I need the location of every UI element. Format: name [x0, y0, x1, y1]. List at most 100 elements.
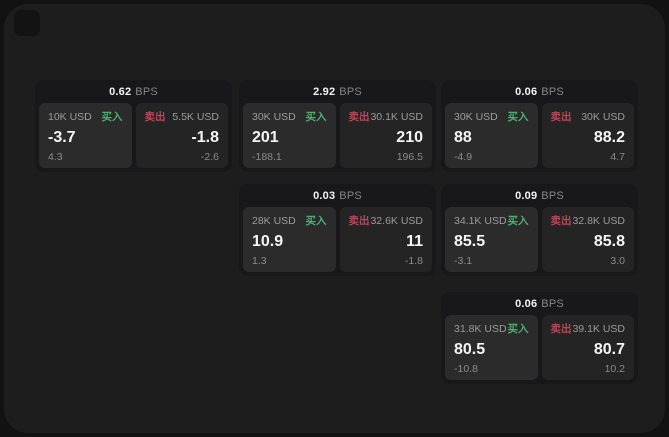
bps-suffix-label: BPS [541, 297, 564, 310]
sell-amount: 30.1K USD [370, 111, 423, 123]
card-header: 0.06 BPS [441, 80, 638, 103]
buy-side-label: 买入 [101, 111, 123, 123]
bps-value: 0.62 [109, 85, 132, 98]
card-body: 34.1K USD 买入 85.5 -3.1 卖出 32.8K USD 85.8… [441, 207, 638, 276]
buy-side-label: 买入 [305, 111, 327, 123]
buy-side-label: 买入 [305, 215, 327, 227]
card-header: 0.09 BPS [441, 184, 638, 207]
sell-pane-top: 卖出 30K USD [551, 109, 626, 124]
buy-amount: 31.8K USD [454, 323, 507, 335]
quote-card[interactable]: 0.09 BPS 34.1K USD 买入 85.5 -3.1 卖出 32.8K… [441, 184, 638, 276]
sell-pane-top: 卖出 30.1K USD [349, 109, 424, 124]
card-body: 28K USD 买入 10.9 1.3 卖出 32.6K USD 11 -1.8 [239, 207, 436, 276]
bps-value: 0.06 [515, 297, 538, 310]
card-header: 0.03 BPS [239, 184, 436, 207]
buy-pane[interactable]: 28K USD 买入 10.9 1.3 [243, 207, 336, 272]
sell-amount: 39.1K USD [572, 323, 625, 335]
card-body: 31.8K USD 买入 80.5 -10.8 卖出 39.1K USD 80.… [441, 315, 638, 384]
app-logo-icon[interactable] [14, 10, 40, 36]
card-header: 2.92 BPS [239, 80, 436, 103]
sell-pane[interactable]: 卖出 30.1K USD 210 196.5 [339, 103, 432, 168]
sell-pane-top: 卖出 5.5K USD [145, 109, 220, 124]
bps-suffix-label: BPS [339, 85, 362, 98]
quote-card[interactable]: 2.92 BPS 30K USD 买入 201 -188.1 卖出 30.1K … [239, 80, 436, 172]
buy-price: 85.5 [454, 233, 486, 250]
sell-delta: 196.5 [396, 151, 423, 163]
card-header: 0.06 BPS [441, 292, 638, 315]
card-header: 0.62 BPS [35, 80, 232, 103]
sell-delta: 4.7 [610, 151, 625, 163]
sell-amount: 32.6K USD [370, 215, 423, 227]
sell-price: 11 [406, 233, 423, 250]
buy-pane[interactable]: 34.1K USD 买入 85.5 -3.1 [445, 207, 538, 272]
buy-price: 201 [252, 129, 279, 146]
sell-side-label: 卖出 [550, 215, 572, 227]
buy-pane[interactable]: 10K USD 买入 -3.7 4.3 [39, 103, 132, 168]
sell-side-label: 卖出 [550, 111, 572, 123]
sell-side-label: 卖出 [348, 215, 370, 227]
buy-pane-top: 34.1K USD 买入 [454, 213, 529, 228]
buy-amount: 30K USD [252, 111, 296, 123]
buy-amount: 10K USD [48, 111, 92, 123]
buy-price: 10.9 [252, 233, 284, 250]
sell-pane-top: 卖出 32.6K USD [349, 213, 424, 228]
buy-side-label: 买入 [507, 111, 529, 123]
buy-delta: -3.1 [454, 255, 473, 267]
card-body: 30K USD 买入 201 -188.1 卖出 30.1K USD 210 1… [239, 103, 436, 172]
bps-suffix-label: BPS [339, 189, 362, 202]
bps-value: 2.92 [313, 85, 336, 98]
sell-side-label: 卖出 [550, 323, 572, 335]
buy-delta: 4.3 [48, 151, 63, 163]
bps-value: 0.03 [313, 189, 336, 202]
sell-delta: 3.0 [610, 255, 625, 267]
sell-delta: 10.2 [604, 363, 625, 375]
sell-amount: 32.8K USD [572, 215, 625, 227]
sell-pane[interactable]: 卖出 39.1K USD 80.7 10.2 [541, 315, 634, 380]
buy-delta: 1.3 [252, 255, 267, 267]
buy-delta: -4.9 [454, 151, 473, 163]
sell-pane[interactable]: 卖出 32.6K USD 11 -1.8 [339, 207, 432, 272]
bps-value: 0.06 [515, 85, 538, 98]
bps-value: 0.09 [515, 189, 538, 202]
sell-side-label: 卖出 [144, 111, 166, 123]
buy-price: -3.7 [48, 129, 76, 146]
buy-side-label: 买入 [507, 323, 529, 335]
card-body: 10K USD 买入 -3.7 4.3 卖出 5.5K USD -1.8 -2.… [35, 103, 232, 172]
buy-pane-top: 30K USD 买入 [252, 109, 327, 124]
sell-pane-top: 卖出 39.1K USD [551, 321, 626, 336]
buy-pane[interactable]: 30K USD 买入 201 -188.1 [243, 103, 336, 168]
sell-pane[interactable]: 卖出 5.5K USD -1.8 -2.6 [135, 103, 228, 168]
sell-delta: -2.6 [200, 151, 219, 163]
buy-pane[interactable]: 30K USD 买入 88 -4.9 [445, 103, 538, 168]
sell-pane[interactable]: 卖出 32.8K USD 85.8 3.0 [541, 207, 634, 272]
buy-pane-top: 31.8K USD 买入 [454, 321, 529, 336]
buy-pane-top: 28K USD 买入 [252, 213, 327, 228]
sell-price: -1.8 [191, 129, 219, 146]
buy-pane[interactable]: 31.8K USD 买入 80.5 -10.8 [445, 315, 538, 380]
sell-pane[interactable]: 卖出 30K USD 88.2 4.7 [541, 103, 634, 168]
sell-amount: 5.5K USD [172, 111, 219, 123]
buy-price: 80.5 [454, 341, 486, 358]
bps-suffix-label: BPS [135, 85, 158, 98]
quote-card[interactable]: 0.62 BPS 10K USD 买入 -3.7 4.3 卖出 5.5K USD… [35, 80, 232, 172]
buy-pane-top: 10K USD 买入 [48, 109, 123, 124]
buy-delta: -10.8 [454, 363, 478, 375]
buy-amount: 30K USD [454, 111, 498, 123]
sell-side-label: 卖出 [348, 111, 370, 123]
sell-price: 85.8 [593, 233, 625, 250]
quote-card[interactable]: 0.06 BPS 30K USD 买入 88 -4.9 卖出 30K USD 8… [441, 80, 638, 172]
quote-card[interactable]: 0.06 BPS 31.8K USD 买入 80.5 -10.8 卖出 39.1… [441, 292, 638, 384]
sell-amount: 30K USD [581, 111, 625, 123]
quote-card[interactable]: 0.03 BPS 28K USD 买入 10.9 1.3 卖出 32.6K US… [239, 184, 436, 276]
sell-delta: -1.8 [404, 255, 423, 267]
buy-pane-top: 30K USD 买入 [454, 109, 529, 124]
buy-price: 88 [454, 129, 472, 146]
sell-price: 88.2 [593, 129, 625, 146]
sell-price: 210 [396, 129, 423, 146]
buy-delta: -188.1 [252, 151, 282, 163]
card-body: 30K USD 买入 88 -4.9 卖出 30K USD 88.2 4.7 [441, 103, 638, 172]
sell-price: 80.7 [593, 341, 625, 358]
buy-side-label: 买入 [507, 215, 529, 227]
buy-amount: 34.1K USD [454, 215, 507, 227]
buy-amount: 28K USD [252, 215, 296, 227]
